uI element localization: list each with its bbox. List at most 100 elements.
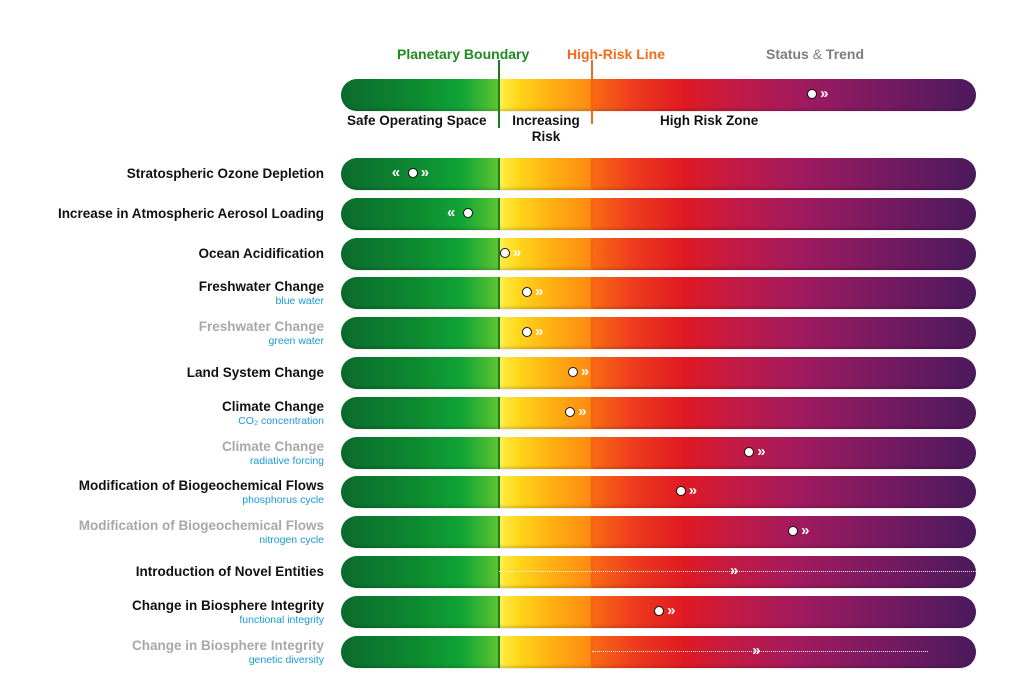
row-label: Climate Change CO₂ concentration [222, 399, 324, 427]
boundary-bar: » [341, 396, 976, 429]
high-risk-line [591, 635, 593, 668]
boundary-title: Introduction of Novel Entities [135, 564, 324, 579]
high-risk-line [591, 396, 593, 429]
boundary-title: Climate Change [221, 438, 324, 454]
planetary-boundary-line [498, 556, 500, 588]
high-risk-line [591, 158, 593, 190]
trend-worsening-icon: » [801, 522, 810, 540]
trend-worsening-icon: » [535, 283, 544, 301]
row-label: Stratospheric Ozone Depletion [127, 166, 324, 182]
planetary-boundary-line [498, 396, 500, 429]
high-risk-line [591, 277, 593, 310]
boundary-title: Ocean Acidification [198, 245, 324, 261]
boundary-bar: » [341, 476, 976, 509]
boundary-bar: » [341, 237, 976, 270]
boundary-title: Modification of Biogeochemical Flows [78, 518, 324, 534]
boundary-bar: » [341, 635, 976, 668]
boundary-subtitle: functional integrity [239, 613, 324, 626]
trend-improving-icon: « [391, 164, 401, 181]
trend-worsening-icon: » [578, 402, 587, 420]
status-marker [499, 247, 510, 258]
boundary-bar: » [341, 436, 976, 469]
planetary-boundary-line [498, 635, 500, 668]
zone-label-increasing-risk: Increasing Risk [511, 113, 581, 145]
trend-worsening-icon: » [535, 323, 544, 341]
status-marker [788, 526, 799, 537]
planetary-boundary-line [498, 357, 500, 389]
boundary-title: Land System Change [186, 365, 324, 380]
status-word: Status [766, 46, 809, 62]
uncertainty-range-line [591, 650, 928, 652]
boundary-title: Freshwater Change [198, 319, 324, 335]
zone-label-high-risk: High Risk Zone [660, 113, 759, 128]
row-label: Land System Change [187, 365, 324, 381]
boundary-subtitle: radiative forcing [249, 454, 324, 467]
boundary-bar: » [341, 516, 976, 549]
row-label: Modification of Biogeochemical Flows nitr… [79, 518, 324, 546]
planetary-boundary-line [498, 436, 500, 469]
high-risk-line [591, 556, 593, 588]
status-marker [744, 446, 755, 457]
trend-worsening-icon: » [820, 85, 829, 102]
high-risk-line [591, 317, 593, 350]
boundary-title: Change in Biosphere Integrity [131, 637, 324, 653]
planetary-boundary-line [498, 516, 500, 549]
row-label: Change in Biosphere Integrity genetic div… [132, 638, 324, 666]
trend-worsening-icon: » [752, 641, 761, 659]
boundary-bar: « [341, 197, 976, 230]
planetary-boundary-line [498, 595, 500, 628]
high-risk-line [591, 595, 593, 628]
row-label: Introduction of Novel Entities [136, 564, 324, 580]
boundary-bar: » [341, 317, 976, 350]
row-label: Freshwater Change blue water [199, 279, 324, 307]
ampersand: & [812, 46, 823, 62]
row-label: Climate Change radiative forcing [222, 439, 324, 467]
zone-label-safe: Safe Operating Space [347, 113, 487, 128]
boundary-bar: » [341, 357, 976, 389]
status-trend-heading: Status & Trend [766, 46, 864, 62]
trend-worsening-icon: » [667, 601, 676, 619]
high-risk-line [591, 436, 593, 469]
trend-worsening-icon: » [420, 164, 430, 181]
planetary-boundary-line [498, 476, 500, 509]
boundary-subtitle: genetic diversity [248, 653, 324, 666]
high-risk-line-heading: High-Risk Line [567, 46, 666, 62]
boundary-bar: » [341, 556, 976, 588]
boundary-title: Climate Change [221, 398, 324, 414]
trend-worsening-icon: » [757, 442, 766, 460]
boundary-subtitle: CO₂ concentration [238, 414, 324, 427]
high-risk-line [591, 79, 593, 111]
row-label: Change in Biosphere Integrity functional … [132, 598, 324, 626]
status-marker [654, 605, 665, 616]
high-risk-line [591, 476, 593, 509]
legend-scale-bar: » [341, 79, 976, 111]
boundary-bar: » [341, 595, 976, 628]
row-label: Ocean Acidification [198, 246, 324, 262]
boundary-subtitle: nitrogen cycle [259, 534, 324, 547]
status-marker [407, 168, 418, 178]
status-marker [807, 89, 818, 99]
boundary-title: Modification of Biogeochemical Flows [78, 478, 324, 494]
planetary-boundary-line [498, 277, 500, 310]
trend-word: Trend [825, 46, 865, 62]
boundary-title: Stratospheric Ozone Depletion [126, 166, 324, 181]
trend-worsening-icon: » [580, 363, 590, 380]
row-label: Increase in Atmospheric Aerosol Loading [58, 206, 324, 222]
planetary-boundary-heading: Planetary Boundary [397, 46, 530, 62]
planetary-boundary-line [498, 158, 500, 190]
high-risk-line [591, 357, 593, 389]
trend-improving-icon: « [447, 203, 456, 221]
boundary-subtitle: green water [268, 335, 324, 348]
status-marker [522, 327, 533, 338]
high-risk-line [591, 237, 593, 270]
zone-label-increasing-line2: Risk [531, 129, 561, 144]
uncertainty-range-line [499, 571, 976, 572]
planetary-boundary-line [498, 237, 500, 270]
boundary-subtitle: phosphorus cycle [242, 494, 324, 507]
boundary-title: Freshwater Change [198, 279, 324, 295]
boundary-title: Increase in Atmospheric Aerosol Loading [57, 205, 324, 221]
status-marker [565, 406, 576, 417]
boundary-bar: » « [341, 158, 976, 190]
status-marker [675, 486, 686, 497]
trend-worsening-icon: » [688, 482, 698, 500]
